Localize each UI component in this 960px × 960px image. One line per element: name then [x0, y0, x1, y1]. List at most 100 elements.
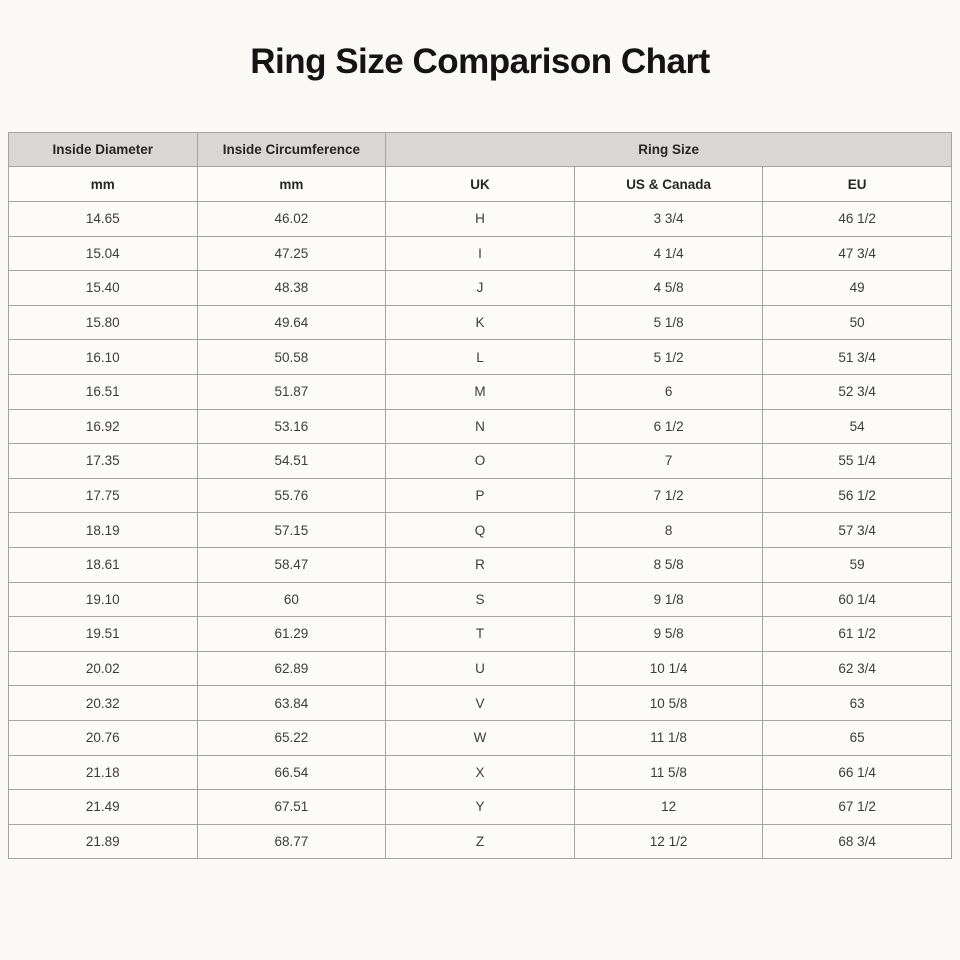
cell-inside-diameter-mm: 17.35 — [8, 443, 198, 479]
cell-eu-size: 65 — [762, 719, 952, 756]
subheader-us-canada: US & Canada — [573, 166, 764, 202]
table-row: 15.80 49.64 K 5 1/8 50 — [8, 304, 952, 341]
cell-us-canada-size: 10 1/4 — [573, 650, 764, 687]
table-body: 14.65 46.02 H 3 3/4 46 1/2 15.04 47.25 I 4 1/4 47… — [8, 201, 952, 860]
cell-uk-size: H — [385, 201, 575, 237]
header-inside-diameter: Inside Diameter — [8, 132, 198, 167]
cell-uk-size: V — [385, 685, 575, 721]
table-row: 16.10 50.58 L 5 1/2 51 3/4 — [8, 339, 952, 375]
table-row: 17.35 54.51 O 7 55 1/4 — [8, 443, 952, 479]
cell-inside-circumference-mm: 68.77 — [196, 823, 387, 860]
cell-eu-size: 52 3/4 — [762, 373, 952, 410]
table-row: 16.92 53.16 N 6 1/2 54 — [8, 408, 952, 445]
table-subheader-row: mm mm UK US & Canada EU — [8, 166, 952, 202]
cell-uk-size: L — [385, 339, 575, 375]
cell-us-canada-size: 6 1/2 — [573, 408, 764, 445]
cell-us-canada-size: 7 1/2 — [573, 477, 764, 514]
cell-uk-size: I — [385, 235, 575, 272]
table-row: 19.10 60 S 9 1/8 60 1/4 — [8, 581, 952, 618]
cell-us-canada-size: 4 1/4 — [573, 235, 764, 272]
cell-us-canada-size: 9 1/8 — [573, 581, 764, 618]
cell-eu-size: 57 3/4 — [762, 512, 952, 548]
cell-inside-diameter-mm: 21.49 — [8, 789, 198, 825]
table-row: 21.89 68.77 Z 12 1/2 68 3/4 — [8, 823, 952, 860]
cell-inside-diameter-mm: 15.04 — [8, 235, 198, 272]
cell-inside-circumference-mm: 50.58 — [196, 339, 387, 375]
cell-inside-diameter-mm: 19.10 — [8, 581, 198, 618]
table-row: 14.65 46.02 H 3 3/4 46 1/2 — [8, 201, 952, 237]
cell-uk-size: N — [385, 408, 575, 445]
table-row: 21.49 67.51 Y 12 67 1/2 — [8, 789, 952, 825]
cell-eu-size: 62 3/4 — [762, 650, 952, 687]
header-ring-size: Ring Size — [385, 132, 952, 167]
cell-eu-size: 59 — [762, 546, 952, 583]
cell-uk-size: K — [385, 304, 575, 341]
cell-inside-circumference-mm: 58.47 — [196, 546, 387, 583]
subheader-eu: EU — [762, 166, 952, 202]
cell-inside-diameter-mm: 15.40 — [8, 270, 198, 306]
cell-us-canada-size: 10 5/8 — [573, 685, 764, 721]
cell-inside-circumference-mm: 55.76 — [196, 477, 387, 514]
subheader-circumference-mm: mm — [196, 166, 387, 202]
cell-inside-circumference-mm: 61.29 — [196, 616, 387, 652]
table-row: 15.40 48.38 J 4 5/8 49 — [8, 270, 952, 306]
cell-inside-circumference-mm: 65.22 — [196, 719, 387, 756]
cell-us-canada-size: 5 1/8 — [573, 304, 764, 341]
cell-inside-diameter-mm: 17.75 — [8, 477, 198, 514]
cell-us-canada-size: 3 3/4 — [573, 201, 764, 237]
cell-eu-size: 49 — [762, 270, 952, 306]
cell-inside-circumference-mm: 54.51 — [196, 443, 387, 479]
subheader-uk: UK — [385, 166, 575, 202]
cell-uk-size: O — [385, 443, 575, 479]
cell-uk-size: J — [385, 270, 575, 306]
cell-us-canada-size: 11 1/8 — [573, 719, 764, 756]
cell-uk-size: S — [385, 581, 575, 618]
cell-inside-circumference-mm: 47.25 — [196, 235, 387, 272]
cell-uk-size: R — [385, 546, 575, 583]
cell-inside-diameter-mm: 15.80 — [8, 304, 198, 341]
table-row: 16.51 51.87 M 6 52 3/4 — [8, 373, 952, 410]
cell-uk-size: M — [385, 373, 575, 410]
cell-inside-circumference-mm: 57.15 — [196, 512, 387, 548]
cell-eu-size: 50 — [762, 304, 952, 341]
cell-us-canada-size: 8 5/8 — [573, 546, 764, 583]
cell-uk-size: U — [385, 650, 575, 687]
cell-eu-size: 61 1/2 — [762, 616, 952, 652]
cell-inside-diameter-mm: 20.76 — [8, 719, 198, 756]
page-title: Ring Size Comparison Chart — [250, 42, 710, 81]
table-row: 20.76 65.22 W 11 1/8 65 — [8, 719, 952, 756]
cell-uk-size: Q — [385, 512, 575, 548]
cell-us-canada-size: 7 — [573, 443, 764, 479]
cell-us-canada-size: 4 5/8 — [573, 270, 764, 306]
cell-us-canada-size: 11 5/8 — [573, 754, 764, 791]
table-group-header-row: Inside Diameter Inside Circumference Rin… — [8, 132, 952, 167]
cell-inside-circumference-mm: 63.84 — [196, 685, 387, 721]
cell-inside-diameter-mm: 20.02 — [8, 650, 198, 687]
cell-us-canada-size: 12 — [573, 789, 764, 825]
cell-inside-circumference-mm: 49.64 — [196, 304, 387, 341]
cell-inside-diameter-mm: 16.92 — [8, 408, 198, 445]
cell-eu-size: 55 1/4 — [762, 443, 952, 479]
cell-inside-diameter-mm: 18.19 — [8, 512, 198, 548]
cell-eu-size: 46 1/2 — [762, 201, 952, 237]
cell-eu-size: 67 1/2 — [762, 789, 952, 825]
cell-eu-size: 47 3/4 — [762, 235, 952, 272]
header-inside-circumference: Inside Circumference — [196, 132, 387, 167]
cell-eu-size: 51 3/4 — [762, 339, 952, 375]
table-row: 18.61 58.47 R 8 5/8 59 — [8, 546, 952, 583]
cell-eu-size: 66 1/4 — [762, 754, 952, 791]
cell-inside-diameter-mm: 14.65 — [8, 201, 198, 237]
cell-uk-size: T — [385, 616, 575, 652]
cell-eu-size: 68 3/4 — [762, 823, 952, 860]
table-header: Inside Diameter Inside Circumference Rin… — [8, 132, 952, 202]
cell-inside-diameter-mm: 16.10 — [8, 339, 198, 375]
cell-inside-diameter-mm: 21.18 — [8, 754, 198, 791]
ring-size-comparison-table: Inside Diameter Inside Circumference Rin… — [8, 132, 952, 860]
cell-inside-circumference-mm: 51.87 — [196, 373, 387, 410]
cell-eu-size: 54 — [762, 408, 952, 445]
cell-uk-size: Y — [385, 789, 575, 825]
cell-inside-circumference-mm: 46.02 — [196, 201, 387, 237]
cell-us-canada-size: 6 — [573, 373, 764, 410]
table-row: 19.51 61.29 T 9 5/8 61 1/2 — [8, 616, 952, 652]
